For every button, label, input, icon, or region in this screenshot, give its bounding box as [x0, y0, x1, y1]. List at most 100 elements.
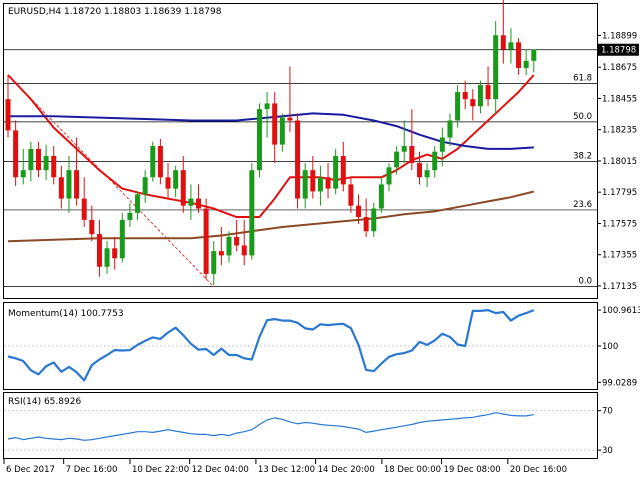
candle [112, 236, 118, 270]
candle [531, 49, 537, 73]
candle-body [416, 163, 422, 178]
candle [363, 198, 369, 237]
candle-body [5, 99, 11, 131]
candle [455, 84, 461, 128]
candle [119, 212, 125, 263]
candle [508, 28, 514, 64]
candle-body [523, 60, 529, 68]
price-tick-label-8: 1.17135 [602, 282, 637, 292]
candle-body [112, 248, 118, 259]
candle-body [531, 49, 537, 61]
rsi-line [7, 412, 534, 441]
candle-body [295, 120, 301, 199]
candle-body [432, 151, 438, 171]
momentum-tick-label-0: 100.9613 [602, 306, 640, 316]
time-tick-label-3: 12 Dec 04:00 [192, 465, 249, 475]
candle [104, 241, 110, 274]
candle [150, 141, 156, 182]
momentum-tick-label-1: 100 [602, 342, 618, 352]
candle [203, 198, 209, 280]
momentum-indicator: 100.9613 100 99.0289 [4, 306, 640, 388]
time-tick-label-7: 19 Dec 08:00 [444, 465, 501, 475]
time-tick-label-0: 6 Dec 2017 [6, 465, 55, 475]
candle-body [439, 137, 445, 152]
candle [89, 205, 95, 242]
candle [333, 148, 339, 195]
candle [516, 38, 522, 76]
candle [127, 202, 133, 227]
candle-body [371, 208, 377, 232]
rsi-indicator: 70 30 [4, 407, 613, 456]
candle [157, 138, 163, 185]
candle [249, 163, 255, 260]
candle-body [477, 84, 483, 107]
momentum-line [7, 309, 535, 382]
candle-body [58, 177, 64, 199]
moving-average-1 [8, 112, 534, 150]
candle [325, 163, 331, 199]
price-tick-label-5: 1.17795 [602, 188, 637, 198]
candle-body [348, 184, 354, 206]
price-tick-label-1: 1.18675 [602, 63, 637, 73]
candle [188, 184, 194, 220]
candle [28, 141, 34, 182]
candle-body [386, 167, 392, 185]
price-tick-label-0: 1.18899 [602, 31, 637, 41]
fib-label-3: 23.6 [573, 200, 592, 210]
candle-body [165, 177, 171, 189]
candle-body [424, 170, 430, 178]
candle [256, 103, 262, 178]
candle [74, 137, 80, 206]
candle-body [363, 217, 369, 232]
candle [81, 177, 87, 227]
candle-body [333, 155, 339, 189]
candle [302, 163, 308, 209]
candle-body [500, 35, 506, 50]
candle-body [173, 170, 179, 189]
candle [196, 184, 201, 213]
candle-body [188, 198, 194, 206]
time-tick-label-8: 20 Dec 16:00 [510, 465, 567, 475]
candle [51, 146, 57, 185]
candlesticks [5, 0, 537, 286]
candle-body [157, 146, 163, 178]
time-tick-label-4: 13 Dec 12:00 [258, 465, 315, 475]
candle-body [43, 155, 49, 171]
candle [356, 194, 362, 225]
candle [386, 163, 392, 192]
candle-body [516, 42, 522, 68]
candle [13, 120, 19, 186]
rsi-tick-label-0: 70 [602, 407, 613, 417]
current-price-label: 1.18798 [601, 46, 636, 56]
price-axis: 1.18899 1.18675 1.18455 1.18235 1.18015 1.177… [597, 31, 639, 292]
candle-body [272, 103, 278, 145]
price-tick-label-3: 1.18235 [602, 126, 637, 136]
candle [20, 148, 26, 185]
candle [523, 49, 529, 76]
candle [470, 89, 476, 121]
candle-body [142, 177, 148, 195]
candle-body [378, 184, 384, 209]
candle-body [485, 84, 491, 100]
time-tick-label-1: 7 Dec 16:00 [66, 465, 118, 475]
candle-body [211, 251, 217, 274]
candle-body [135, 194, 141, 213]
candle [58, 165, 64, 209]
chart-title: EURUSD,H4 1.18720 1.18803 1.18639 1.1879… [8, 7, 222, 17]
diagonal-trend-line [7, 74, 215, 287]
candle-body [74, 170, 80, 199]
momentum-tick-label-2: 99.0289 [602, 378, 637, 388]
candle-body [234, 236, 240, 246]
candle [218, 226, 224, 266]
candle-body [279, 117, 285, 145]
rsi-label: RSI(14) 65.8926 [8, 397, 81, 407]
candle [241, 219, 247, 266]
candle-body [455, 92, 461, 121]
candle [394, 146, 400, 175]
candle-body [241, 245, 247, 256]
candle [424, 163, 430, 188]
candle [477, 80, 483, 114]
candle-body [81, 198, 87, 220]
candle-body [325, 177, 331, 189]
